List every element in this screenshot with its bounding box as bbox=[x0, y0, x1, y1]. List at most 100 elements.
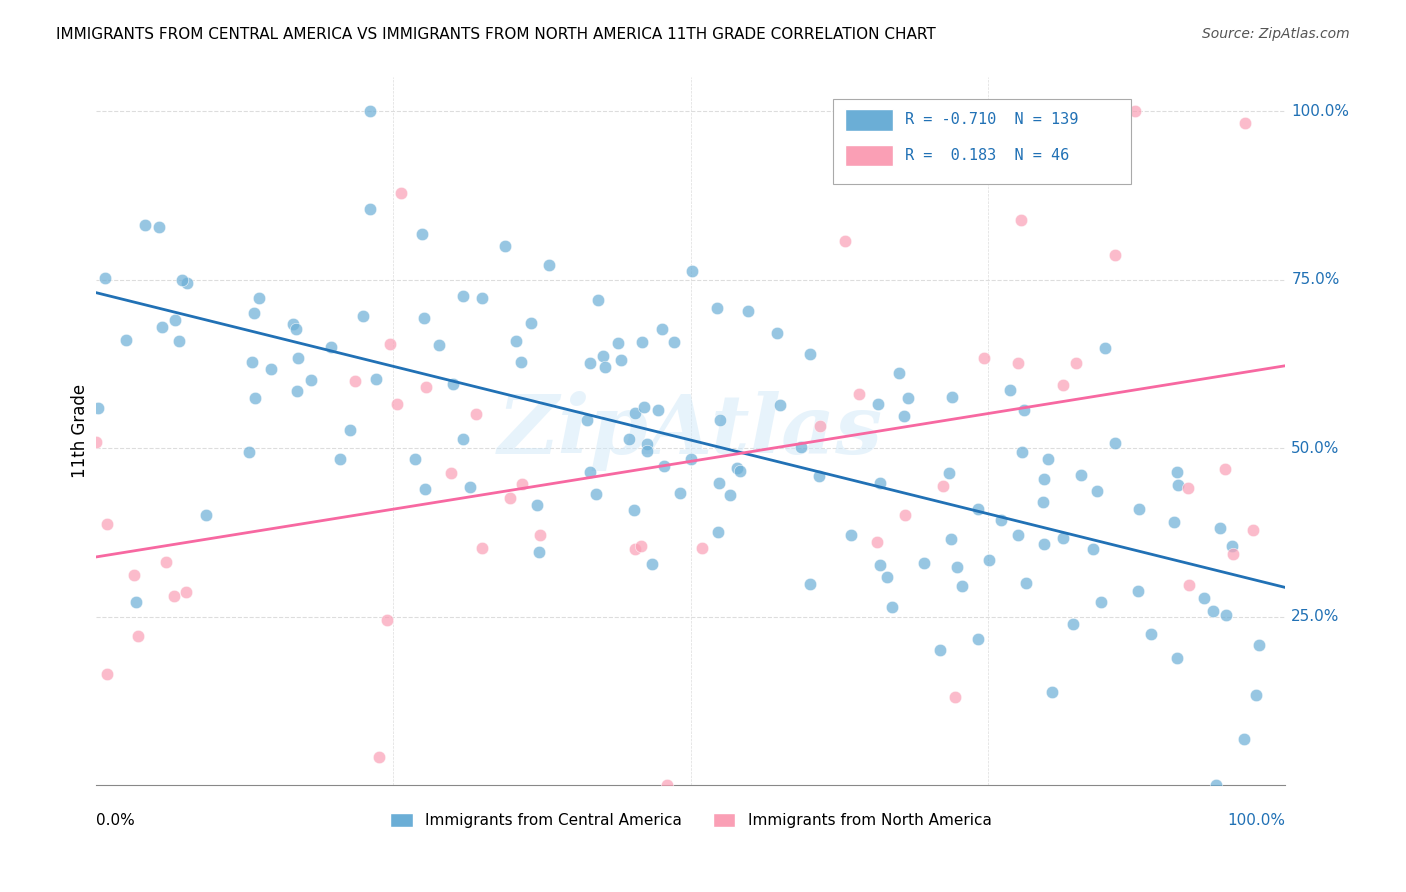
Point bbox=[287, 351, 309, 366]
Point bbox=[869, 476, 891, 491]
Point bbox=[471, 541, 494, 555]
Point bbox=[630, 539, 652, 553]
Point bbox=[84, 435, 107, 450]
Point bbox=[1070, 468, 1092, 483]
Point bbox=[148, 220, 170, 235]
Point bbox=[662, 334, 685, 349]
Point bbox=[125, 595, 148, 609]
Point bbox=[876, 570, 898, 584]
Point bbox=[631, 335, 654, 350]
Point bbox=[453, 432, 475, 446]
Point bbox=[93, 271, 115, 285]
Point bbox=[1192, 591, 1215, 605]
Point bbox=[389, 186, 412, 200]
Point bbox=[194, 508, 217, 523]
Point bbox=[413, 482, 436, 496]
Point bbox=[737, 303, 759, 318]
Point bbox=[285, 384, 308, 398]
Point bbox=[150, 319, 173, 334]
Point bbox=[1104, 436, 1126, 450]
Point bbox=[912, 113, 935, 128]
Text: R =  0.183  N = 46: R = 0.183 N = 46 bbox=[905, 148, 1069, 162]
Point bbox=[1166, 651, 1188, 665]
Point bbox=[848, 387, 870, 401]
Point bbox=[941, 390, 963, 404]
Point bbox=[769, 398, 792, 412]
Point bbox=[413, 310, 436, 325]
Point bbox=[509, 355, 531, 369]
Point bbox=[1007, 528, 1029, 542]
Point bbox=[1032, 473, 1054, 487]
Point bbox=[592, 349, 614, 363]
Point bbox=[375, 613, 398, 627]
Point bbox=[494, 239, 516, 253]
Point bbox=[520, 317, 543, 331]
Point bbox=[1104, 248, 1126, 262]
Point bbox=[122, 568, 145, 582]
Point bbox=[411, 227, 433, 241]
Point bbox=[593, 359, 616, 374]
Bar bbox=[845, 145, 893, 166]
Point bbox=[834, 234, 856, 248]
Point bbox=[359, 104, 381, 119]
Point bbox=[440, 466, 463, 480]
Point bbox=[725, 461, 748, 475]
Point bbox=[578, 465, 600, 479]
Point bbox=[912, 556, 935, 570]
Point bbox=[636, 437, 658, 451]
Point bbox=[443, 377, 465, 392]
Point bbox=[1066, 356, 1088, 370]
Point bbox=[807, 469, 830, 483]
Point bbox=[163, 312, 186, 326]
Point bbox=[1085, 483, 1108, 498]
Point bbox=[967, 632, 990, 646]
Point bbox=[1166, 465, 1188, 479]
Point bbox=[866, 535, 889, 549]
Point bbox=[498, 491, 520, 505]
Point bbox=[893, 409, 915, 423]
Text: ZipAtlas: ZipAtlas bbox=[498, 392, 883, 471]
Point bbox=[471, 291, 494, 305]
Text: 50.0%: 50.0% bbox=[1291, 441, 1340, 456]
Text: 0.0%: 0.0% bbox=[96, 814, 135, 829]
Point bbox=[799, 577, 821, 591]
Point bbox=[96, 666, 118, 681]
Point bbox=[1062, 617, 1084, 632]
Point bbox=[578, 356, 600, 370]
Point bbox=[415, 380, 437, 394]
Point bbox=[238, 445, 260, 459]
Point bbox=[339, 423, 361, 437]
Point bbox=[240, 354, 263, 368]
Point bbox=[1094, 341, 1116, 355]
Point bbox=[938, 467, 960, 481]
Point bbox=[623, 406, 645, 420]
Point bbox=[1040, 685, 1063, 699]
Bar bbox=[845, 110, 893, 130]
Point bbox=[378, 337, 401, 351]
Point bbox=[1032, 495, 1054, 509]
Text: 25.0%: 25.0% bbox=[1291, 609, 1340, 624]
Point bbox=[1036, 452, 1059, 467]
Point bbox=[585, 486, 607, 500]
Point bbox=[427, 337, 450, 351]
Point bbox=[1052, 531, 1074, 545]
Point bbox=[681, 263, 703, 277]
Point bbox=[636, 444, 658, 458]
Point bbox=[1209, 521, 1232, 535]
Point bbox=[679, 451, 702, 466]
Point bbox=[167, 334, 190, 349]
Point bbox=[1090, 595, 1112, 609]
Point bbox=[790, 440, 813, 454]
Point bbox=[977, 553, 1000, 567]
Point bbox=[709, 413, 731, 427]
Point bbox=[1011, 444, 1033, 458]
Point bbox=[510, 477, 533, 491]
Point bbox=[869, 558, 891, 573]
Point bbox=[897, 391, 920, 405]
Point bbox=[1215, 607, 1237, 622]
Point bbox=[588, 293, 610, 307]
Point bbox=[359, 202, 381, 216]
Point bbox=[329, 452, 352, 467]
Point bbox=[606, 336, 628, 351]
Point bbox=[285, 322, 308, 336]
